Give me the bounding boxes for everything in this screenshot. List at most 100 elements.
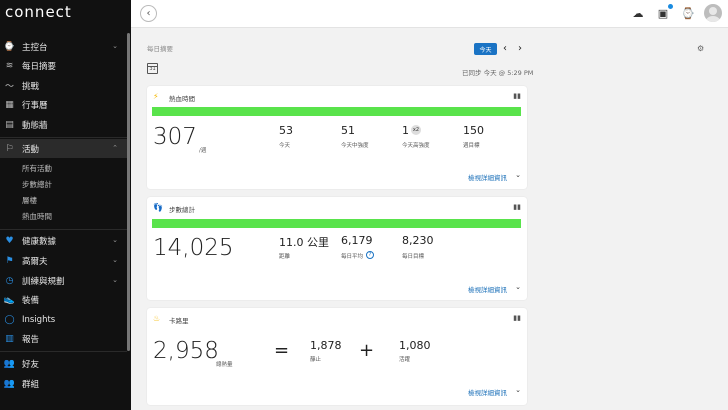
chevron-down-icon[interactable]: ⌄	[515, 386, 521, 394]
prev-day-button[interactable]: ‹	[503, 43, 507, 54]
bar-chart-icon[interactable]: ▮▮	[513, 314, 521, 322]
sidebar-item-reports[interactable]: ▥ 報告	[0, 329, 127, 348]
sidebar-item-health-stats[interactable]: ♥ 健康數據 ⌄	[0, 231, 127, 250]
cloud-upload-icon[interactable]: ☁	[632, 6, 644, 20]
stat-label: 每日平均	[341, 254, 364, 260]
today-button[interactable]: 今天	[474, 43, 497, 55]
sidebar-subitem-intensity[interactable]: 熱血時間	[22, 212, 52, 221]
dashboard-icon: ⌚	[3, 41, 16, 52]
stat-label: 今天中強度	[341, 143, 369, 149]
stat-label: 距離	[279, 254, 291, 260]
card-title: 步數總計	[169, 206, 195, 214]
sidebar-item-dashboard[interactable]: ⌚ 主控台 ⌄	[0, 37, 127, 56]
sidebar-item-groups[interactable]: 👥 群組	[0, 374, 127, 393]
calories-total: 2,958	[153, 338, 219, 364]
sidebar-subitem-steps[interactable]: 步數總計	[22, 180, 52, 189]
sidebar-item-training[interactable]: ◷ 訓練與規劃 ⌄	[0, 271, 127, 290]
intensity-icon: ⚡	[153, 92, 159, 101]
stat-value: 1	[402, 124, 409, 137]
sidebar-item-friends[interactable]: 👥 好友	[0, 354, 127, 373]
groups-icon: 👥	[3, 378, 16, 389]
intensity-total-unit: /週	[199, 148, 207, 154]
sidebar-scrollbar[interactable]	[127, 33, 130, 351]
sidebar-item-label: Insights	[22, 314, 56, 325]
progress-fill	[152, 219, 521, 228]
calories-card: ♨ 卡路里 ▮▮ 2,958 總熱量 = 1,878 靜止 + 1,080 活躍…	[147, 308, 527, 405]
sidebar-item-insights[interactable]: ◯ Insights	[0, 310, 127, 329]
view-details-link[interactable]: 檢視詳細資訊	[468, 174, 507, 182]
stat-value: 11.0 公里	[279, 236, 329, 249]
sidebar-item-newsfeed[interactable]: ▤ 動態牆	[0, 115, 127, 134]
top-bar: ‹ ☁ ▣ ⌚	[131, 0, 728, 28]
sidebar-item-label: 每日摘要	[22, 61, 57, 72]
sidebar-subitem-floors[interactable]: 層樓	[22, 196, 37, 205]
sidebar-item-gear[interactable]: 👟 裝備	[0, 290, 127, 309]
chevron-down-icon[interactable]: ⌄	[112, 236, 118, 244]
golf-flag-icon: ⚑	[5, 255, 14, 266]
sidebar-item-label: 高爾夫	[22, 256, 48, 267]
sidebar-item-activities[interactable]: ⚐ 活動 ⌃	[0, 139, 127, 158]
chevron-up-icon[interactable]: ⌃	[112, 144, 118, 152]
heart-icon: ♥	[5, 235, 14, 246]
sidebar-item-daily-summary[interactable]: ≋ 每日摘要	[0, 56, 127, 75]
stopwatch-icon: ◷	[5, 275, 14, 286]
sidebar-divider	[0, 229, 127, 230]
sidebar-item-label: 活動	[22, 144, 40, 155]
avatar[interactable]	[704, 4, 722, 22]
steps-total: 14,025	[153, 235, 234, 261]
chevron-down-icon[interactable]: ⌄	[112, 256, 118, 264]
chevron-down-icon[interactable]: ⌄	[112, 276, 118, 284]
page-title: 每日摘要	[147, 45, 173, 53]
sidebar-subitem-all-activities[interactable]: 所有活動	[22, 164, 52, 173]
plus-sign: +	[359, 340, 375, 361]
sidebar-item-label: 挑戰	[22, 81, 40, 92]
calendar-picker-icon[interactable]: 31	[147, 63, 158, 74]
connect-logo[interactable]: connect	[5, 3, 72, 21]
flame-icon: ♨	[153, 314, 161, 323]
sidebar-item-calendar[interactable]: ▦ 行事曆	[0, 95, 127, 114]
intensity-progress-bar	[152, 107, 521, 116]
intensity-minutes-card: ⚡ 熱血時間 ▮▮ 307 /週 53 今天 51 今天中強度 1 x2 今天高…	[147, 86, 527, 189]
sidebar-item-label: 動態牆	[22, 120, 48, 131]
bar-chart-icon[interactable]: ▮▮	[513, 203, 521, 211]
stat-label: 每日目標	[402, 254, 425, 260]
stat-value: 53	[279, 124, 293, 137]
sidebar-item-label: 好友	[22, 359, 40, 370]
stat-label: 靜止	[310, 357, 322, 363]
chevron-down-icon[interactable]: ⌄	[112, 42, 118, 50]
calories-total-label: 總熱量	[216, 362, 233, 368]
stat-label: 今天高強度	[402, 143, 430, 149]
intensity-total: 307	[153, 124, 197, 150]
stat-value: 1,080	[399, 339, 431, 352]
steps-card: 👣 步數總計 ▮▮ 14,025 11.0 公里 距離 6,179 每日平均 ?…	[147, 197, 527, 300]
watch-icon[interactable]: ⌚	[681, 6, 695, 20]
sidebar-item-challenges[interactable]: 〜 挑戰	[0, 76, 127, 95]
stat-value: 8,230	[402, 234, 434, 247]
gear-icon[interactable]: ⚙	[697, 44, 705, 53]
inbox-icon[interactable]: ▣	[657, 6, 669, 20]
sidebar-item-golf[interactable]: ⚑ 高爾夫 ⌄	[0, 251, 127, 270]
stat-label: 活躍	[399, 357, 411, 363]
info-icon[interactable]: ?	[366, 251, 374, 259]
view-details-link[interactable]: 檢視詳細資訊	[468, 389, 507, 397]
sidebar-item-label: 報告	[22, 334, 40, 345]
notification-dot	[668, 4, 673, 9]
steps-progress-bar	[152, 219, 521, 228]
chevron-down-icon[interactable]: ⌄	[515, 171, 521, 179]
progress-fill	[152, 107, 521, 116]
double-credit-badge: x2	[411, 125, 421, 135]
footsteps-icon: 👣	[153, 203, 163, 212]
view-details-link[interactable]: 檢視詳細資訊	[468, 286, 507, 294]
stat-value: 1,878	[310, 339, 342, 352]
bar-chart-icon[interactable]: ▮▮	[513, 92, 521, 100]
sidebar-item-label: 裝備	[22, 295, 40, 306]
next-day-button[interactable]: ›	[518, 43, 522, 54]
card-title: 卡路里	[169, 317, 189, 325]
chevron-down-icon[interactable]: ⌄	[515, 283, 521, 291]
activity-icon: ⚐	[5, 143, 14, 154]
sidebar-item-label: 行事曆	[22, 100, 48, 111]
back-button[interactable]: ‹	[140, 5, 157, 22]
sidebar-item-label: 群組	[22, 379, 40, 390]
sidebar-item-label: 訓練與規劃	[22, 276, 65, 287]
